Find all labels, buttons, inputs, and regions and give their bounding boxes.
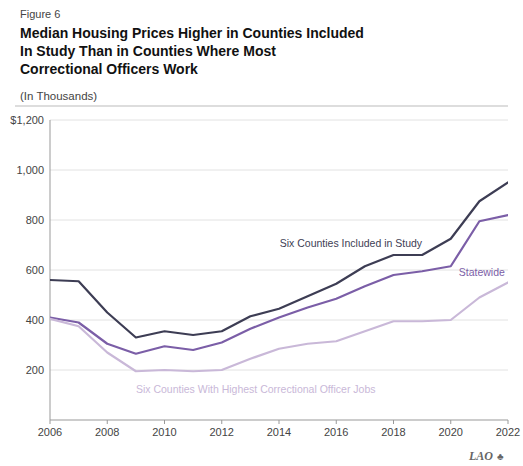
y-axis: 200 400 600 800 1,000 $1,200: [10, 114, 508, 376]
figure-label: Figure 6: [20, 8, 60, 20]
x-tick-label: 2022: [496, 426, 520, 438]
x-tick: [450, 420, 451, 424]
x-tick: [107, 420, 108, 424]
series-labels: Six Counties Included in Study Statewide S…: [136, 237, 505, 395]
x-tick: [508, 420, 509, 424]
lines: [50, 183, 508, 372]
x-tick-label: 2020: [439, 426, 463, 438]
series-label: Statewide: [459, 266, 505, 278]
x-tick: [221, 420, 222, 424]
grid-line: [50, 170, 508, 171]
x-tick: [279, 420, 280, 424]
separator: [15, 106, 508, 107]
y-tick-label: 1,000: [16, 164, 44, 176]
grid-line: [50, 220, 508, 221]
x-tick-label: 2018: [381, 426, 405, 438]
y-tick-label: 200: [26, 364, 44, 376]
grid-line: [50, 120, 508, 121]
y-axis-line: [50, 120, 51, 420]
x-tick-label: 2016: [324, 426, 348, 438]
title: Median Housing Prices Higher in Counties…: [20, 25, 364, 77]
x-tick: [336, 420, 337, 424]
x-tick: [393, 420, 394, 424]
watermark: LAO: [468, 449, 493, 463]
chart: Figure 6 Median Housing Prices Higher in …: [0, 0, 523, 466]
subtitle: (In Thousands): [20, 90, 97, 102]
grid-line: [50, 370, 508, 371]
x-tick-label: 2008: [95, 426, 119, 438]
series-label: Six Counties Included in Study: [280, 237, 423, 249]
y-tick-label: $1,200: [10, 114, 44, 126]
series-line: [50, 215, 508, 354]
watermark-symbol: ♣: [497, 451, 504, 462]
series-line: [50, 183, 508, 338]
y-tick-label: 600: [26, 264, 44, 276]
y-tick-label: 400: [26, 314, 44, 326]
y-tick-label: 800: [26, 214, 44, 226]
grid-line: [50, 270, 508, 271]
x-tick-label: 2014: [267, 426, 291, 438]
x-tick: [50, 420, 51, 424]
series-line: [50, 283, 508, 372]
x-tick-label: 2010: [152, 426, 176, 438]
x-tick-label: 2006: [38, 426, 62, 438]
x-tick-label: 2012: [210, 426, 234, 438]
x-tick: [164, 420, 165, 424]
series-label: Six Counties With Highest Correctional O…: [136, 383, 376, 395]
x-axis: 2006 2008 2010 2012 2014 2016 2018 2020 2022: [38, 420, 520, 438]
